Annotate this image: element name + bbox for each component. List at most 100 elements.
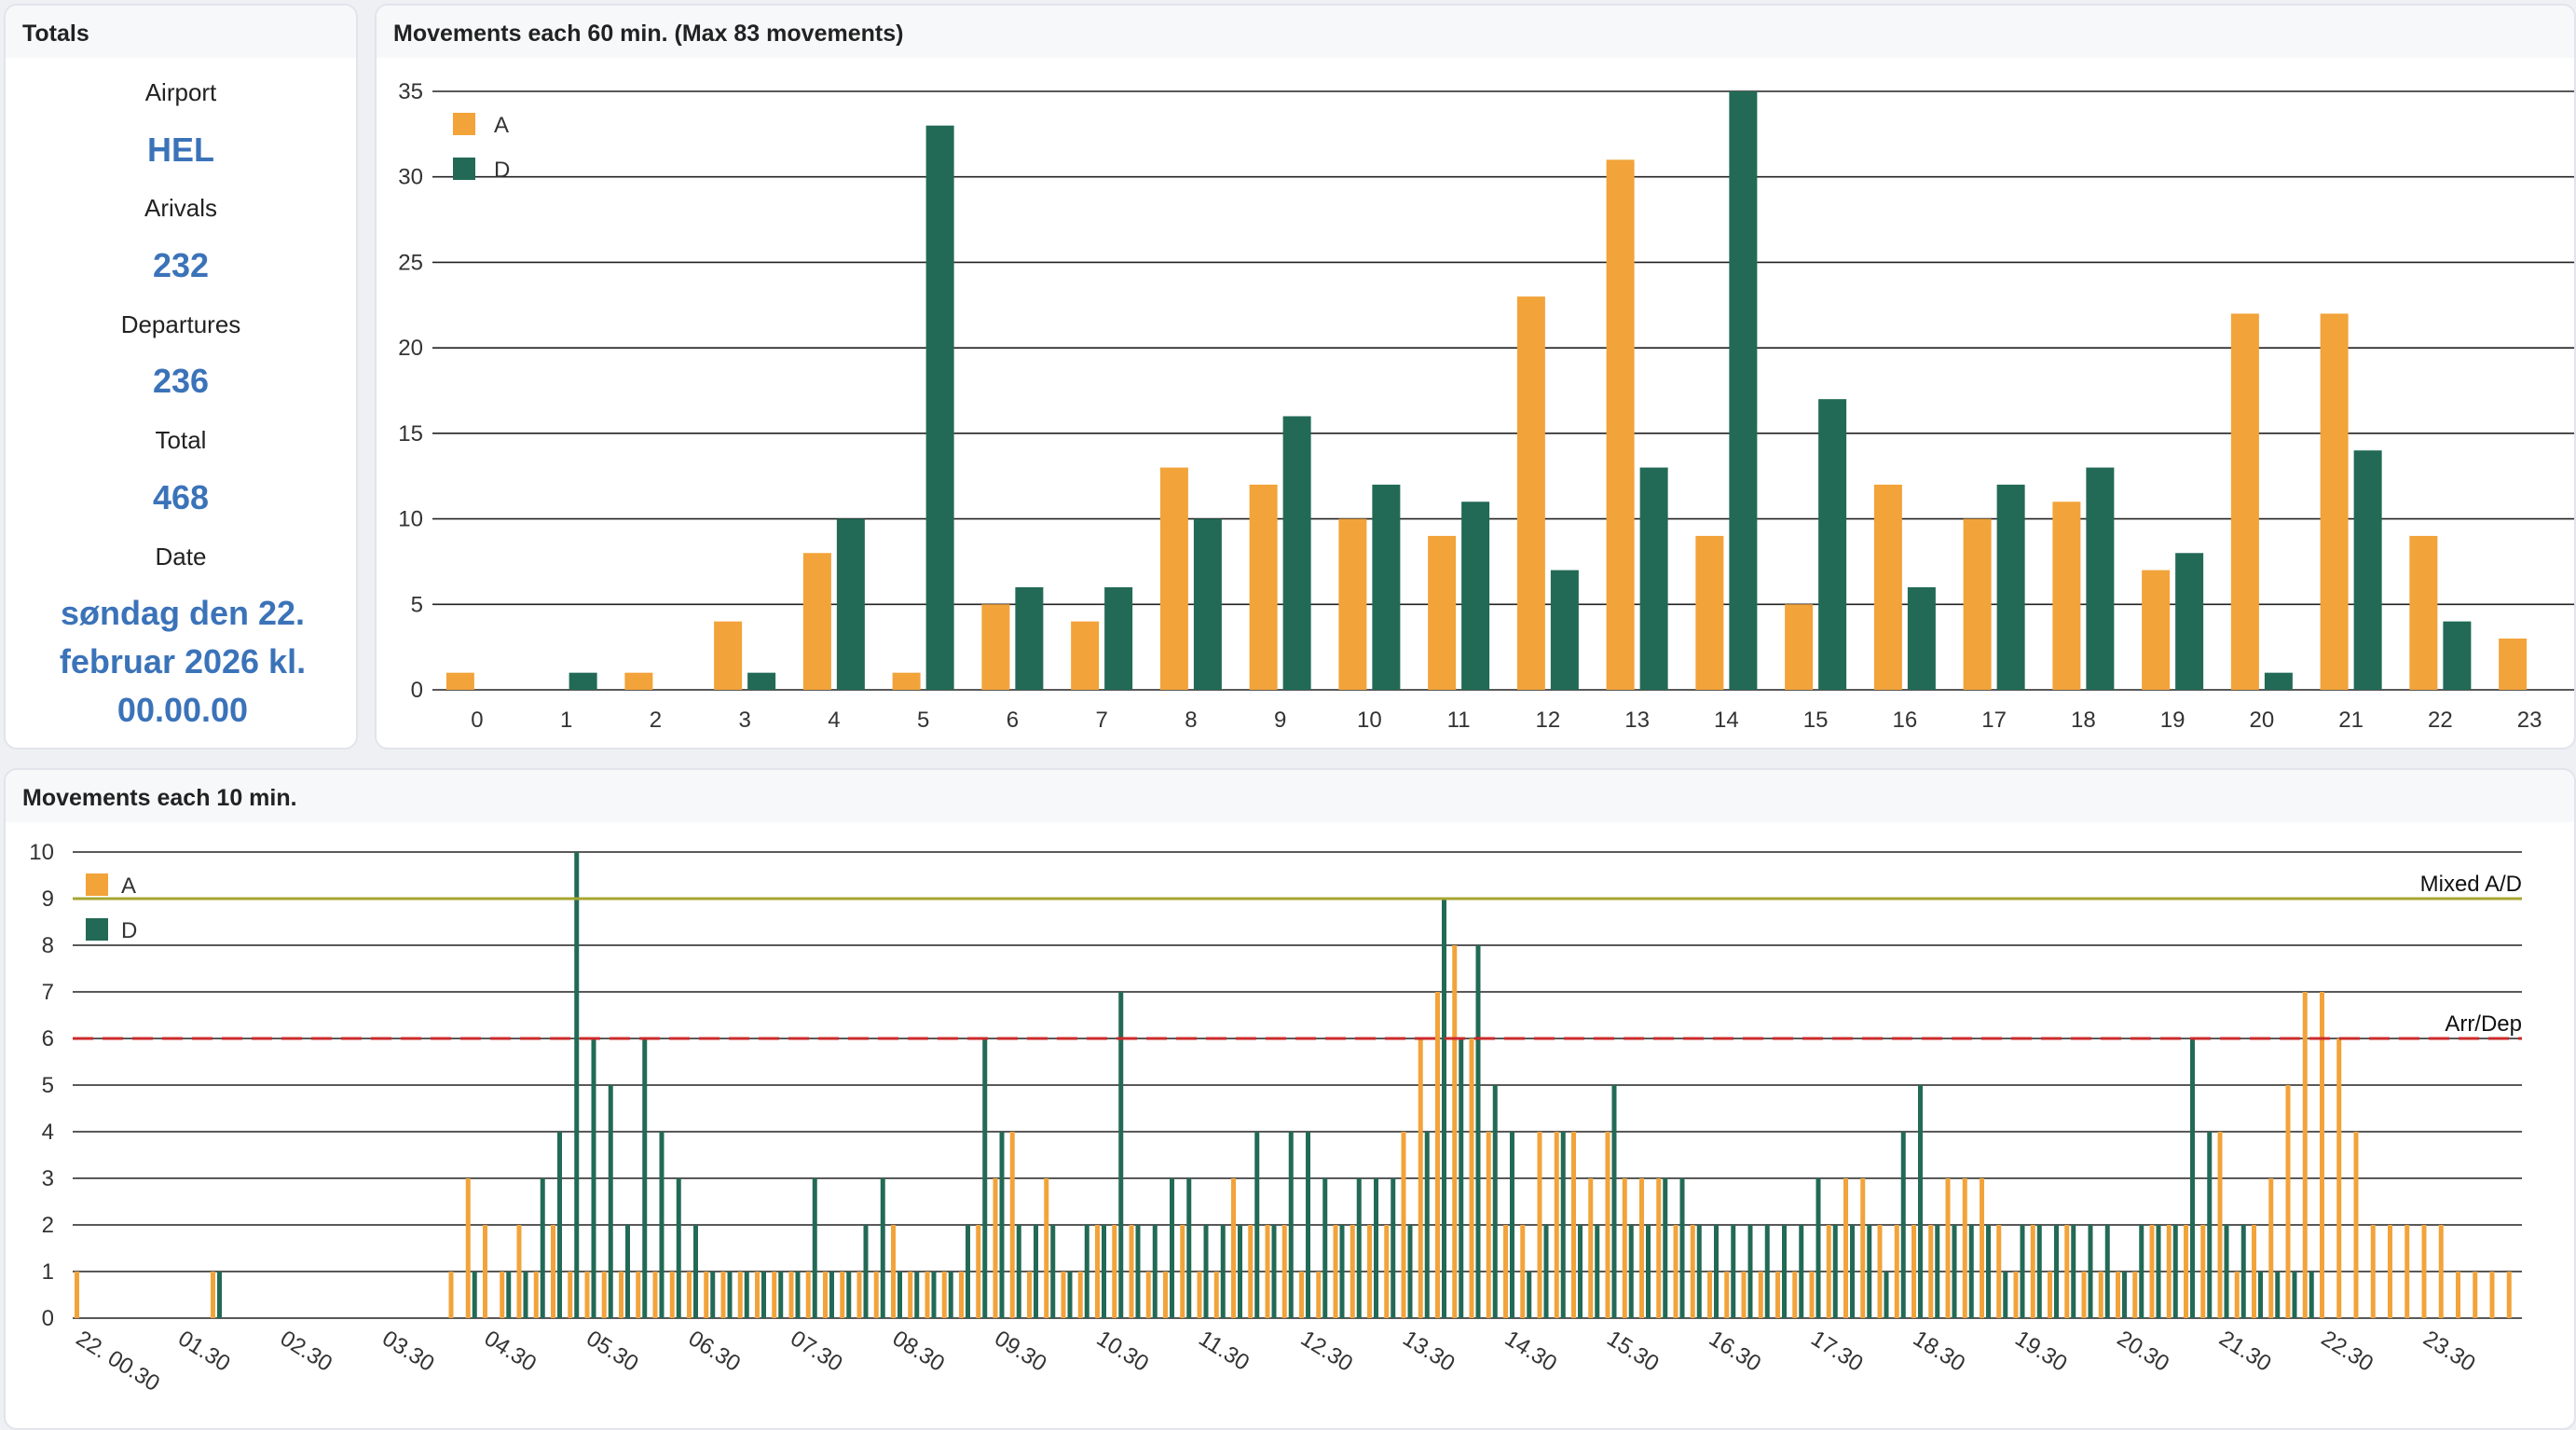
bar-A-slot bbox=[551, 1225, 555, 1318]
bar-A-22 bbox=[2409, 535, 2438, 690]
x-tick-label: 13 bbox=[1624, 708, 1650, 733]
y-tick-label: 8 bbox=[42, 933, 54, 958]
bar-A-slot bbox=[1248, 1225, 1254, 1318]
bar-D-slot bbox=[1442, 899, 1446, 1318]
bar-D-slot bbox=[966, 1225, 970, 1318]
bar-D-slot bbox=[795, 1272, 801, 1318]
bar-A-slot bbox=[1452, 945, 1458, 1318]
bar-D-slot bbox=[506, 1272, 512, 1318]
bar-A-slot bbox=[1435, 992, 1440, 1318]
bar-D-slot bbox=[1084, 1225, 1089, 1318]
bar-D-slot bbox=[982, 1038, 988, 1318]
bar-A-slot bbox=[737, 1272, 743, 1318]
bar-A-slot bbox=[533, 1272, 539, 1318]
bar-D-slot bbox=[744, 1272, 749, 1318]
bar-A-17 bbox=[1963, 518, 1992, 690]
bar-A-slot bbox=[2217, 1132, 2223, 1318]
bar-D-slot bbox=[2139, 1225, 2144, 1318]
x-tick-label: 10 bbox=[1357, 708, 1382, 733]
bar-A-slot bbox=[1231, 1178, 1236, 1318]
bar-A-slot bbox=[1826, 1225, 1831, 1318]
bar-A-slot bbox=[1418, 1038, 1423, 1318]
bar-A-slot bbox=[1469, 1038, 1474, 1318]
bar-A-slot bbox=[211, 1272, 215, 1318]
x-tick-label: 15 bbox=[1803, 708, 1829, 733]
bar-D-slot bbox=[1118, 992, 1124, 1318]
bar-A-slot bbox=[2184, 1225, 2188, 1318]
y-tick-label: 25 bbox=[398, 250, 423, 275]
bar-D-slot bbox=[1288, 1132, 1294, 1318]
bar-D-slot bbox=[2224, 1225, 2229, 1318]
bar-D-slot bbox=[2036, 1225, 2042, 1318]
x-tick-label: 17 bbox=[1981, 708, 2007, 733]
bar-D-slot bbox=[1254, 1132, 1260, 1318]
bar-D-slot bbox=[1475, 945, 1481, 1318]
arrivals-label: Arivals bbox=[144, 194, 217, 222]
bar-D-slot bbox=[761, 1272, 766, 1318]
bar-A-4 bbox=[802, 553, 831, 690]
bar-D-slot bbox=[2071, 1225, 2076, 1318]
bar-D-slot bbox=[1799, 1225, 1804, 1318]
x-tick-label: 20.30 bbox=[2113, 1326, 2173, 1377]
bar-A-slot bbox=[1350, 1225, 1355, 1318]
bar-D-slot bbox=[1611, 1085, 1617, 1318]
x-tick-label: 22. 00.30 bbox=[72, 1326, 164, 1396]
bar-A-slot bbox=[891, 1225, 896, 1318]
bar-A-slot bbox=[2370, 1225, 2376, 1318]
x-tick-label: 1 bbox=[560, 708, 572, 733]
bar-D-slot bbox=[1034, 1225, 1038, 1318]
bar-A-slot bbox=[1401, 1132, 1406, 1318]
y-tick-label: 30 bbox=[398, 165, 423, 190]
bar-A-slot bbox=[2252, 1225, 2256, 1318]
x-tick-label: 18 bbox=[2071, 708, 2096, 733]
bar-D-slot bbox=[472, 1272, 477, 1318]
bar-D-slot bbox=[1391, 1178, 1396, 1318]
bar-D-slot bbox=[676, 1178, 681, 1318]
bar-D-slot bbox=[1016, 1225, 1021, 1318]
bar-A-slot bbox=[1044, 1178, 1049, 1318]
bar-A-slot bbox=[619, 1272, 623, 1318]
x-tick-label: 2 bbox=[650, 708, 662, 733]
y-tick-label: 10 bbox=[398, 507, 423, 532]
bar-D-19 bbox=[2175, 553, 2204, 690]
bar-D-10 bbox=[1372, 484, 1401, 690]
bar-D-slot bbox=[931, 1272, 937, 1318]
bar-A-slot bbox=[1061, 1272, 1066, 1318]
bar-D-slot bbox=[1102, 1225, 1106, 1318]
x-tick-label: 22 bbox=[2428, 708, 2453, 733]
bar-D-slot bbox=[2292, 1272, 2297, 1318]
bar-A-slot bbox=[805, 1272, 811, 1318]
totals-panel: Totals Airport HEL Arivals 232 Departure… bbox=[4, 4, 358, 749]
bar-D-slot bbox=[1170, 1178, 1174, 1318]
bar-D-slot bbox=[2003, 1272, 2008, 1318]
y-tick-label: 2 bbox=[42, 1213, 54, 1238]
legend-swatch-D bbox=[453, 158, 475, 180]
bar-A-slot bbox=[1928, 1225, 1934, 1318]
bar-D-slot bbox=[1663, 1178, 1668, 1318]
y-tick-label: 3 bbox=[42, 1166, 54, 1191]
bar-A-slot bbox=[1095, 1225, 1100, 1318]
bar-D-slot bbox=[1306, 1132, 1310, 1318]
bar-D-slot bbox=[217, 1272, 222, 1318]
bar-A-slot bbox=[584, 1272, 590, 1318]
bar-D-1 bbox=[569, 672, 597, 690]
bar-D-slot bbox=[1679, 1178, 1685, 1318]
bar-D-slot bbox=[557, 1132, 562, 1318]
legend-swatch-A bbox=[453, 113, 475, 135]
bar-D-16 bbox=[1907, 586, 1936, 690]
bar-D-5 bbox=[925, 125, 954, 690]
x-tick-label: 16 bbox=[1893, 708, 1918, 733]
bar-D-slot bbox=[2275, 1272, 2281, 1318]
bar-A-slot bbox=[1367, 1225, 1372, 1318]
bar-A-slot bbox=[1027, 1272, 1032, 1318]
tenmin-bar-chart: 0 1 2 3 4 5 6 7 8 9 10 Mixed A/D Arr/Dep 22. 00.30 01.… bbox=[29, 840, 2522, 1396]
y-tick-label: 6 bbox=[42, 1026, 54, 1052]
bar-A-slot bbox=[1009, 1132, 1015, 1318]
bar-A-slot bbox=[908, 1272, 913, 1318]
y-tick-label: 5 bbox=[411, 592, 423, 617]
bar-D-21 bbox=[2353, 450, 2382, 690]
bar-D-slot bbox=[574, 852, 580, 1318]
bar-D-slot bbox=[591, 1038, 596, 1318]
bar-D-slot bbox=[1628, 1225, 1634, 1318]
